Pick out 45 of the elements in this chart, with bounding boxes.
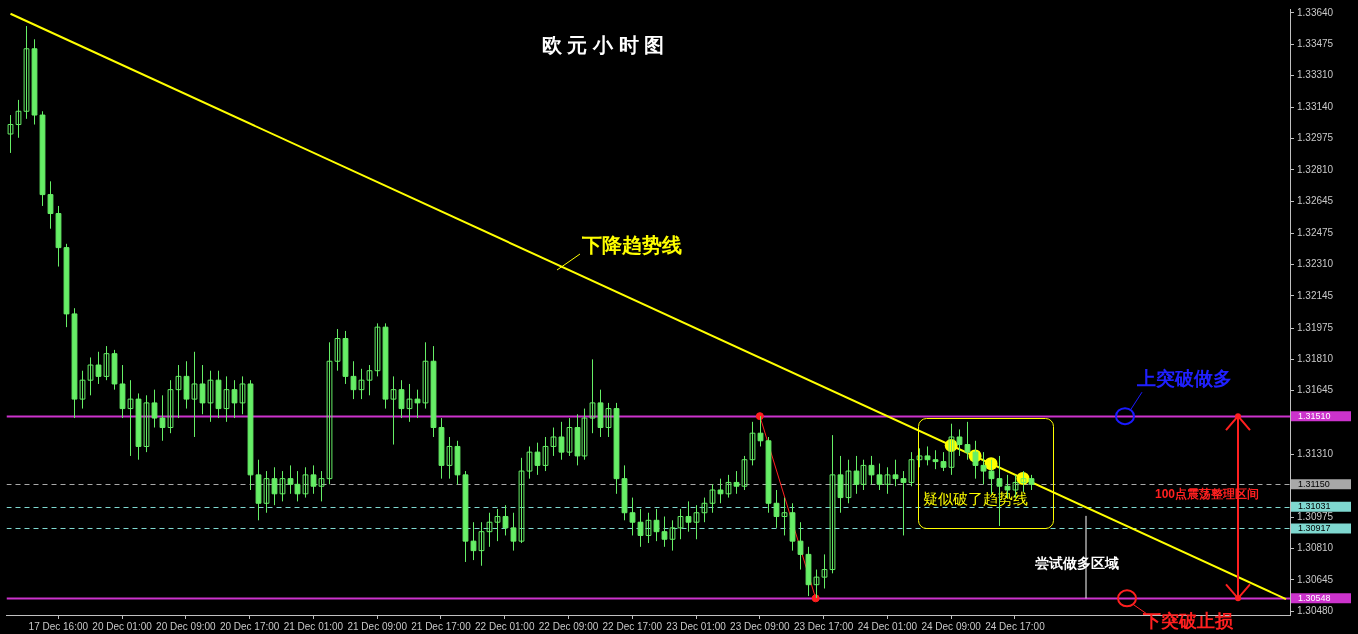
y-tick-label: 1.33310 bbox=[1297, 69, 1334, 81]
annotation: 下突破止损 bbox=[1142, 611, 1234, 632]
ref-line-label: 1.31510 bbox=[1298, 410, 1331, 421]
x-tick-label: 21 Dec 17:00 bbox=[411, 620, 472, 632]
x-tick-label: 20 Dec 09:00 bbox=[156, 620, 217, 632]
annotation: 尝试做多区域 bbox=[1035, 554, 1119, 571]
y-tick-label: 1.33140 bbox=[1297, 101, 1334, 113]
y-tick-label: 1.30810 bbox=[1297, 542, 1334, 554]
ref-line-label: 1.31150 bbox=[1298, 478, 1330, 489]
y-tick-label: 1.32145 bbox=[1297, 289, 1334, 301]
y-tick-label: 1.32475 bbox=[1297, 227, 1334, 239]
y-tick-label: 1.31645 bbox=[1297, 384, 1334, 396]
y-tick-label: 1.32310 bbox=[1297, 258, 1334, 270]
point bbox=[811, 594, 820, 603]
y-tick-label: 1.30480 bbox=[1297, 604, 1334, 616]
y-tick-label: 1.32645 bbox=[1297, 194, 1334, 206]
x-tick-label: 23 Dec 17:00 bbox=[793, 620, 854, 632]
x-tick-label: 24 Dec 09:00 bbox=[921, 620, 982, 632]
y-tick-label: 1.32975 bbox=[1297, 132, 1334, 144]
x-tick-label: 20 Dec 17:00 bbox=[219, 620, 280, 632]
ref-line-label: 1.30917 bbox=[1298, 522, 1331, 533]
y-tick-label: 1.30975 bbox=[1297, 511, 1334, 523]
x-tick-label: 22 Dec 01:00 bbox=[475, 620, 535, 632]
y-tick-label: 1.32810 bbox=[1297, 163, 1334, 175]
x-tick-label: 21 Dec 09:00 bbox=[347, 620, 408, 632]
y-tick-label: 1.31975 bbox=[1297, 321, 1334, 333]
x-tick-label: 23 Dec 01:00 bbox=[666, 620, 727, 632]
x-tick-label: 22 Dec 09:00 bbox=[538, 620, 599, 632]
ref-line-label: 1.31031 bbox=[1298, 501, 1331, 512]
x-tick-label: 22 Dec 17:00 bbox=[602, 620, 663, 632]
annotation: 下降趋势线 bbox=[581, 233, 682, 256]
y-tick-label: 1.31310 bbox=[1297, 447, 1334, 459]
ref-line-label: 1.30548 bbox=[1298, 592, 1331, 603]
y-tick-label: 1.33475 bbox=[1297, 37, 1334, 49]
x-tick-label: 23 Dec 09:00 bbox=[730, 620, 791, 632]
x-tick-label: 24 Dec 17:00 bbox=[985, 620, 1046, 632]
x-tick-label: 17 Dec 16:00 bbox=[28, 620, 89, 632]
x-tick-label: 21 Dec 01:00 bbox=[283, 620, 344, 632]
y-tick-label: 1.30645 bbox=[1297, 573, 1334, 585]
y-tick-label: 1.33640 bbox=[1297, 6, 1334, 18]
text: 欧 元 小 时 图 bbox=[541, 33, 665, 56]
x-tick-label: 20 Dec 01:00 bbox=[92, 620, 153, 632]
y-tick-label: 1.31810 bbox=[1297, 353, 1334, 365]
x-tick-label: 24 Dec 01:00 bbox=[857, 620, 918, 632]
annotation: 上突破做多 bbox=[1136, 368, 1232, 390]
